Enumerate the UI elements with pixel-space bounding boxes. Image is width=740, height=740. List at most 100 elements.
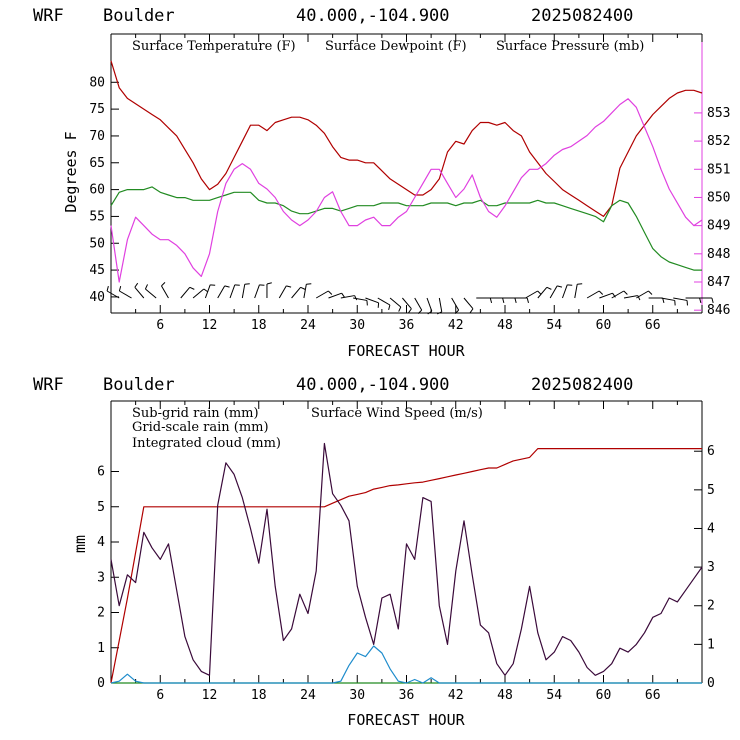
wind-barb-staff [673, 297, 688, 301]
wind-barb-staff [537, 286, 548, 299]
wind-barb-staff [315, 290, 329, 299]
series-surface-dewpoint-f [110, 186, 702, 271]
p1-x-tick-label: 6 [156, 318, 164, 333]
wind-barb [241, 283, 250, 299]
p2-y2-tick-label: 4 [707, 521, 715, 536]
wind-barb-flag [203, 288, 209, 293]
wind-barb-flag [514, 297, 517, 303]
wind-barb-flag [341, 292, 345, 298]
wind-barb-staff [192, 288, 205, 299]
p1-plot-area: 6 12 18 24 30 36 42 48 54 60 66 40 45 50 55 60 65 70 75 80 8… [89, 33, 730, 333]
wind-barb-flag [598, 290, 604, 295]
p1-y-tick-label: 45 [89, 263, 105, 278]
series-surface-wind-speed-m-s [110, 442, 703, 676]
p1-x-tick-label: 54 [546, 318, 562, 333]
wind-barb [549, 285, 563, 299]
p1-x-tick-label: 18 [251, 318, 267, 333]
wind-barb-staff [353, 297, 368, 301]
p2-y2-tick-label: 1 [707, 637, 715, 652]
wind-barb-staff [561, 284, 568, 299]
wind-barb-flag [502, 297, 505, 303]
wind-barb-staff [636, 290, 649, 299]
series-integrated-cloud-mm [110, 645, 702, 684]
wind-barb-staff [525, 290, 538, 299]
legend-surface-temperature: Surface Temperature (F) [132, 39, 296, 54]
wind-barb-flag [469, 308, 474, 314]
p2-x-tick-label: 36 [399, 688, 415, 703]
wind-barb [451, 297, 460, 315]
wind-barb-staff [549, 285, 558, 299]
wind-barb-staff [451, 297, 460, 311]
wind-barb-flag [106, 286, 109, 292]
wind-barb [414, 297, 423, 315]
p2-title-model: WRF [33, 375, 64, 395]
legend-surface-pressure: Surface Pressure (mb) [496, 39, 644, 54]
series-surface-pressure-mb [110, 98, 703, 283]
wind-barb-flag [354, 295, 358, 301]
p1-y2-tick-label: 846 [707, 303, 730, 318]
wind-barb [204, 284, 216, 299]
wind-barb-staff [389, 297, 402, 308]
p1-y-tick-label: 75 [89, 102, 105, 117]
wind-barb-staff [402, 297, 412, 310]
wind-barb-staff [119, 290, 132, 299]
legend-subgrid-rain: Sub-grid rain (mm) [132, 406, 259, 421]
p2-y-tick-label: 1 [97, 641, 105, 656]
wind-barb [217, 285, 230, 299]
wind-barb [377, 297, 391, 310]
wind-barb-flag [134, 282, 139, 288]
p2-y-tick-label: 5 [97, 500, 105, 515]
wind-barb-flag [327, 290, 333, 295]
p2-y-tick-label: 2 [97, 606, 105, 621]
p1-y2-tick-label: 851 [707, 162, 730, 177]
p1-y2-tick-label: 849 [707, 219, 730, 234]
wind-barb-staff [377, 297, 391, 306]
legend-surface-dewpoint: Surface Dewpoint (F) [325, 39, 467, 54]
p1-x-tick-label: 66 [645, 318, 661, 333]
wind-barb-staff [599, 292, 613, 299]
wind-barb-flag [300, 286, 306, 290]
p2-y-tick-label: 6 [97, 465, 105, 480]
wind-barb [611, 290, 628, 299]
wind-barb [144, 284, 157, 299]
wind-barb-flag [189, 286, 195, 290]
wind-barb [648, 297, 665, 303]
wind-barb [291, 286, 306, 299]
wind-barb-flag [427, 310, 433, 315]
wind-barb-flag [437, 311, 442, 315]
p2-y2-tick-label: 2 [707, 599, 715, 614]
wind-barb [266, 282, 272, 298]
wind-barb-staff [278, 285, 287, 299]
wind-barb-flag [546, 286, 552, 290]
wind-barb [426, 297, 433, 315]
p2-title-date: 2025082400 [531, 375, 633, 395]
p2-x-tick-label: 48 [497, 688, 513, 703]
wind-barb [229, 284, 240, 299]
p2-x-tick-label: 6 [156, 688, 164, 703]
wind-barb-flag [161, 281, 166, 287]
wind-barb-flag [144, 284, 148, 290]
wind-barb-flag [489, 297, 493, 303]
p1-x-tick-label: 36 [399, 318, 415, 333]
wind-barb [673, 297, 688, 306]
p1-y-tick-label: 70 [89, 129, 105, 144]
wind-barb-flag [526, 297, 529, 303]
wind-barb-flag [286, 285, 292, 288]
wind-barb-staff [438, 297, 443, 312]
p2-x-tick-label: 66 [645, 688, 661, 703]
p1-y-tick-label: 65 [89, 156, 105, 171]
wind-barb [437, 297, 443, 315]
wind-barb [636, 290, 653, 299]
p1-y-axis-label: Degrees F [62, 131, 80, 212]
p1-title-location: Boulder [103, 6, 175, 26]
wind-barb-staff [134, 286, 145, 299]
wind-barb-staff [229, 284, 236, 299]
wind-barb [660, 297, 676, 306]
wind-barb [353, 297, 368, 306]
wind-barb-flag [454, 309, 459, 315]
p2-title-coords: 40.000,-104.900 [296, 375, 450, 395]
wind-barb-flag [388, 304, 391, 310]
wind-barb-staff [463, 297, 474, 310]
wind-barb [463, 297, 474, 314]
